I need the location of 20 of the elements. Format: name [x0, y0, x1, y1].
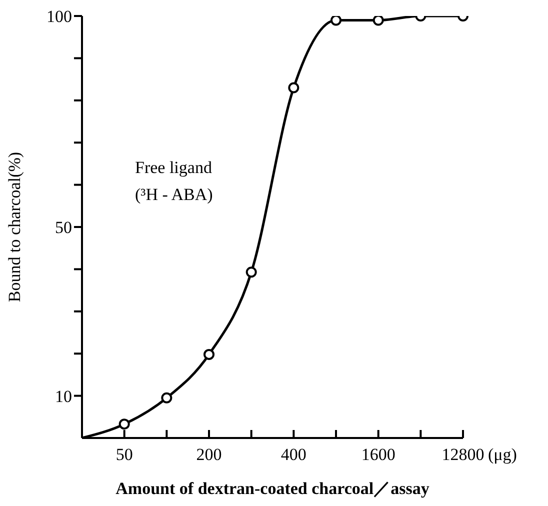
- y-tick-label: 50: [55, 218, 72, 238]
- y-tick-label: 100: [46, 7, 72, 26]
- x-tick-label: 12800: [442, 445, 484, 464]
- y-tick-label: 10: [55, 386, 72, 406]
- point: [372, 16, 384, 26]
- point: [118, 418, 130, 430]
- point: [161, 392, 172, 404]
- x-tick-label: 400: [280, 445, 306, 464]
- point: [246, 266, 257, 278]
- x-tick-label: 200: [196, 445, 222, 464]
- annotation: (³H - ABA): [135, 185, 213, 205]
- x-tick-label: 1600: [361, 445, 396, 464]
- x-axis-title: Amount of dextran-coated charcoal／assay: [116, 479, 430, 498]
- point: [288, 82, 300, 94]
- text: (μg): [488, 445, 517, 465]
- annotation: Free ligand: [135, 158, 212, 178]
- y-axis-title: Bound to charcoal(%): [5, 152, 24, 302]
- point: [330, 16, 342, 26]
- x-tick-label: 50: [116, 445, 133, 464]
- point: [204, 348, 214, 360]
